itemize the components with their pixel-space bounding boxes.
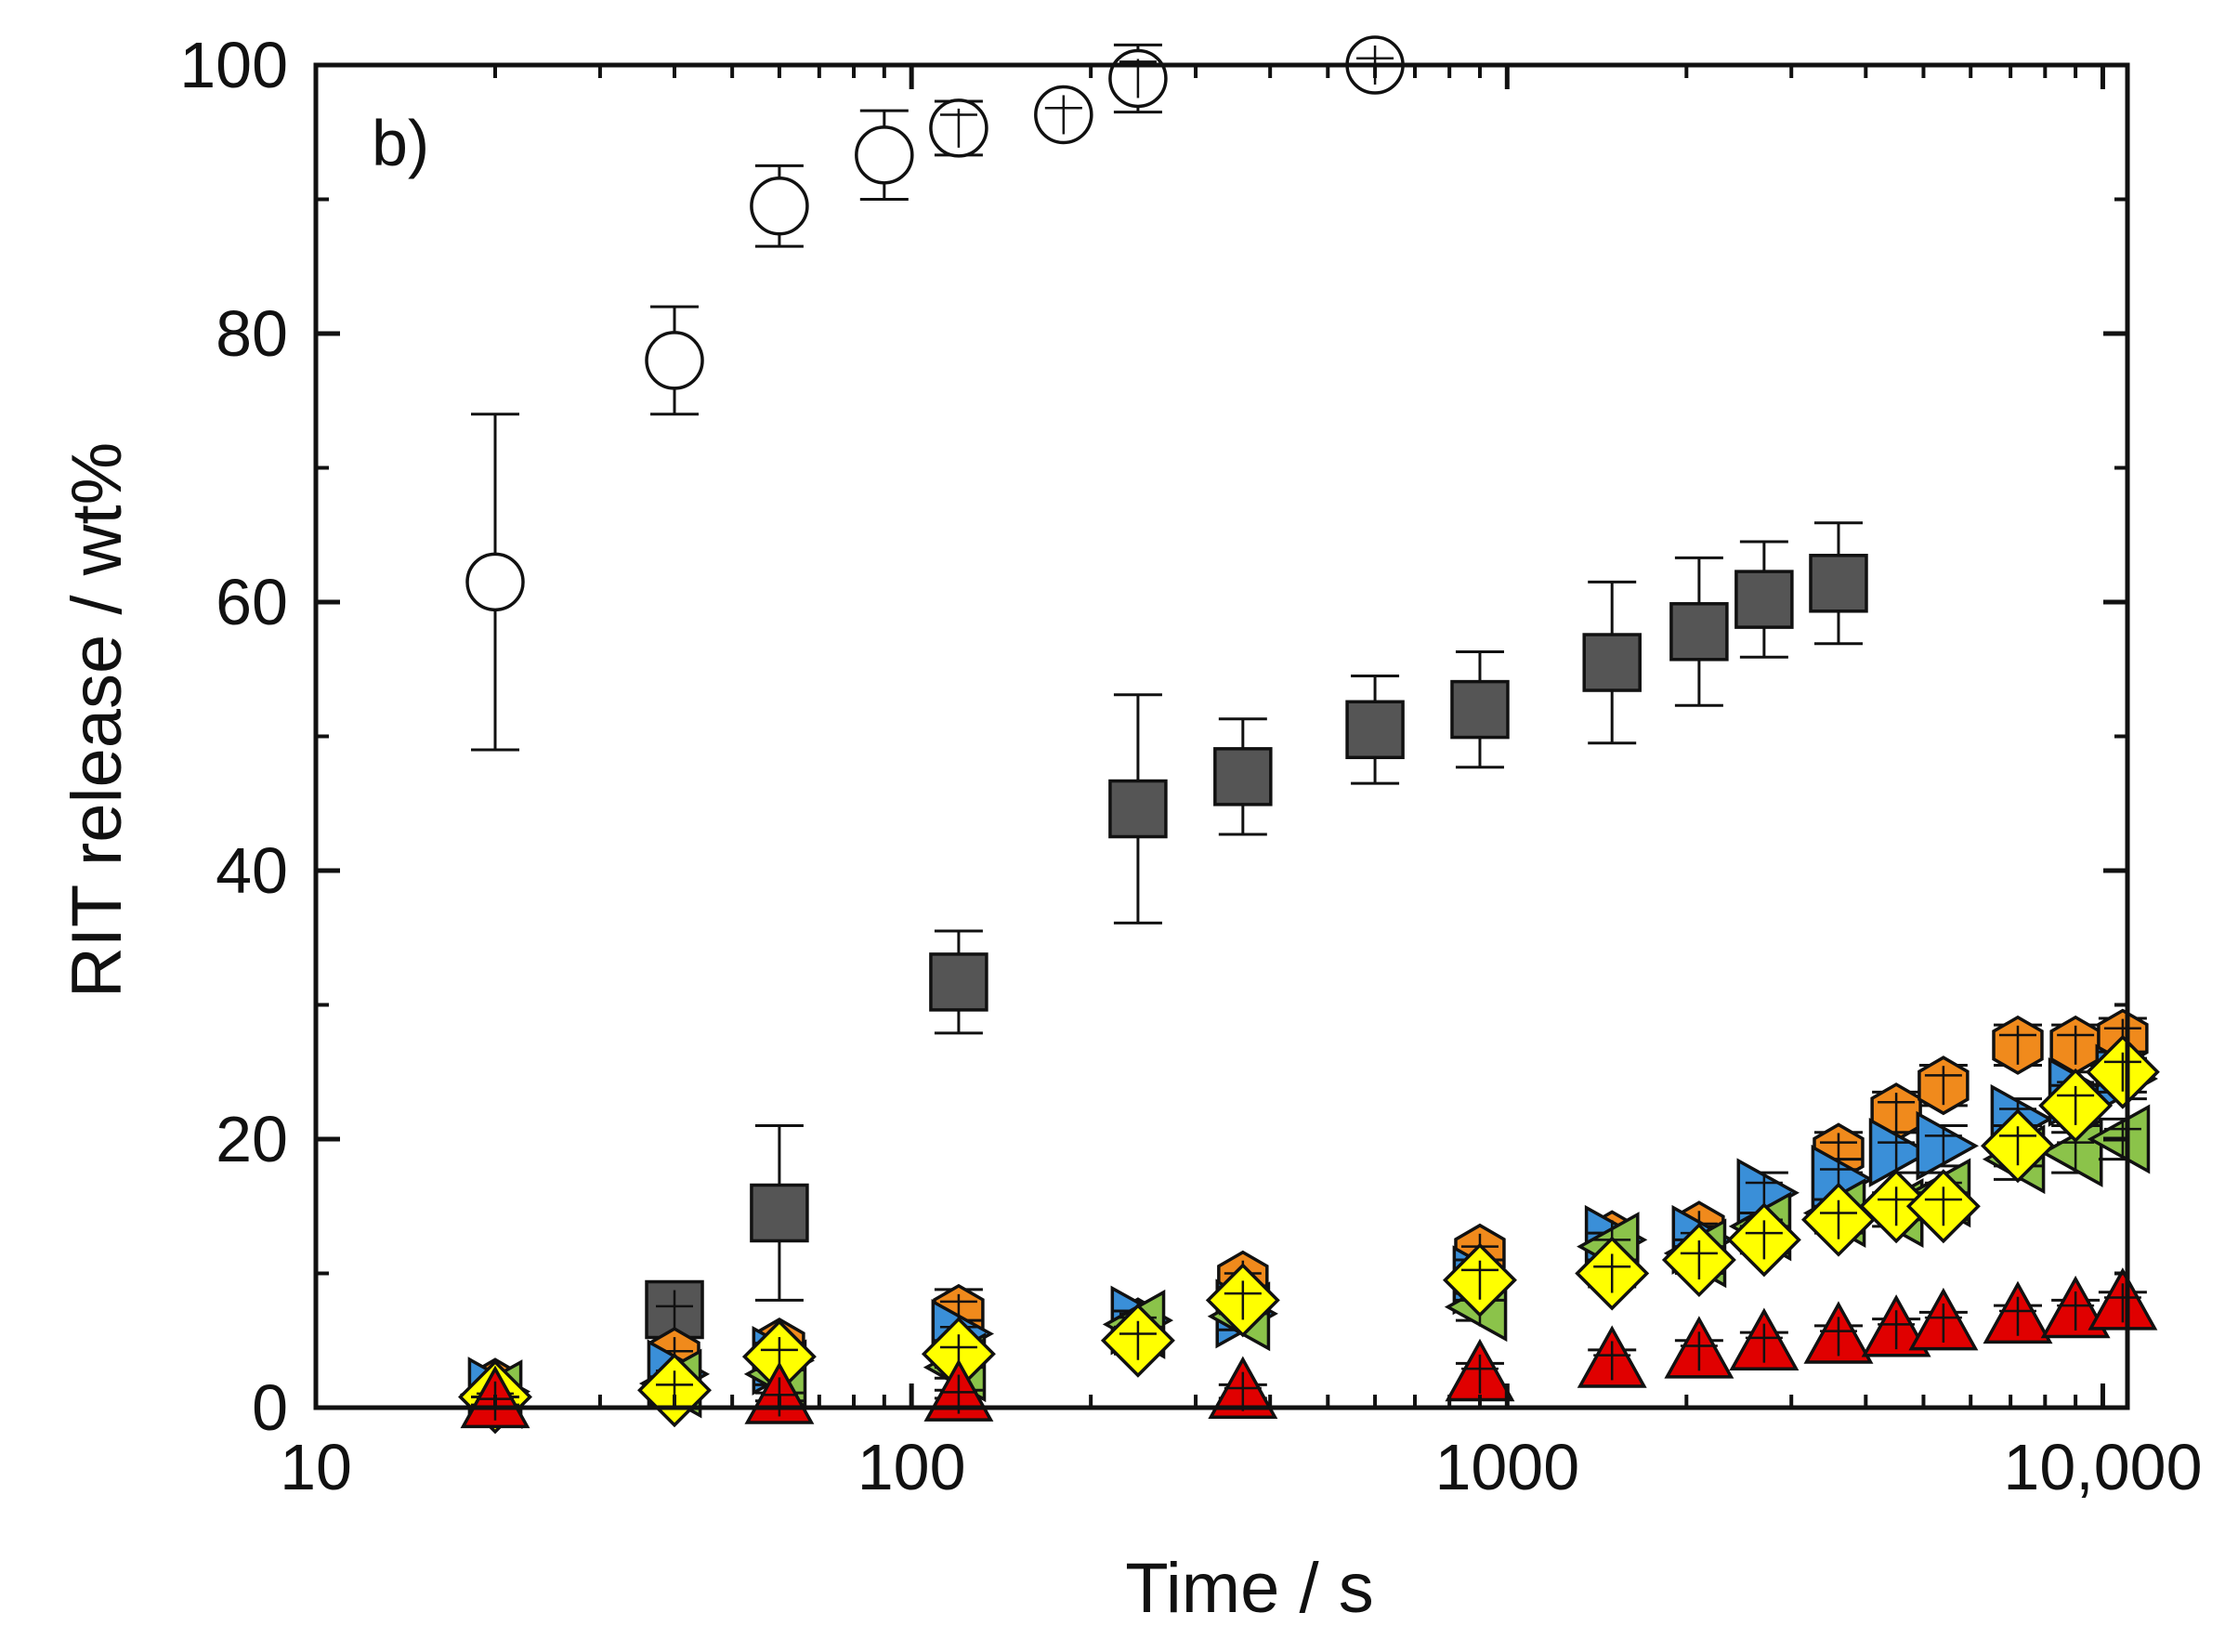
y-axis-title: RIT release / wt% [58, 442, 137, 998]
data-point [750, 1124, 809, 1302]
data-point-marker [750, 176, 809, 236]
data-point [1208, 1356, 1278, 1420]
data-point [2088, 1267, 2158, 1331]
data-point [645, 1279, 704, 1340]
y-tick-label: 20 [216, 1103, 288, 1175]
data-point [1445, 1338, 1515, 1402]
data-point [2038, 1068, 2114, 1143]
data-point-marker [645, 331, 704, 390]
data-point-marker [1108, 779, 1168, 839]
data-point [1213, 717, 1273, 836]
y-tick-label: 80 [216, 297, 288, 370]
data-point [1803, 1301, 1874, 1364]
data-point [1582, 580, 1642, 745]
data-point-marker [1916, 1110, 1979, 1181]
series-open-circles [465, 35, 1405, 752]
data-point [855, 109, 914, 201]
data-point-marker [465, 552, 525, 612]
panel-label: b) [372, 107, 429, 179]
data-point-marker [1213, 747, 1273, 806]
data-point [1992, 1015, 2044, 1075]
y-tick-label: 100 [179, 29, 288, 101]
data-point [1575, 1236, 1650, 1311]
series-red-triangles [460, 1267, 2158, 1429]
data-point-marker [1450, 679, 1510, 740]
data-point [465, 413, 525, 752]
data-point [1917, 1055, 1970, 1116]
data-point [1729, 1307, 1800, 1370]
data-point [1726, 1202, 1801, 1278]
data-point [741, 1319, 817, 1395]
data-point [1905, 1169, 1981, 1244]
y-tick-label: 0 [252, 1371, 288, 1444]
data-point [2049, 1015, 2101, 1075]
y-tick-label: 40 [216, 834, 288, 907]
data-point-marker [1345, 700, 1405, 760]
data-point-marker [1582, 633, 1642, 692]
x-axis-title: Time / s [1125, 1549, 1373, 1628]
data-point [2040, 1275, 2111, 1339]
data-point-marker [750, 1183, 809, 1243]
data-point [1345, 674, 1405, 785]
data-point-marker [1868, 1117, 1932, 1187]
data-point [1108, 43, 1168, 114]
data-point [1442, 1242, 1517, 1318]
data-point [1034, 85, 1093, 145]
data-point-marker [1809, 554, 1868, 613]
x-tick-label: 10 [280, 1431, 352, 1503]
y-tick-label: 60 [216, 566, 288, 638]
data-point [1916, 1110, 1979, 1181]
data-point [1861, 1294, 1931, 1357]
data-point [929, 98, 988, 158]
data-point [1661, 1223, 1736, 1298]
data-point [1981, 1108, 2055, 1184]
data-point [1664, 1316, 1734, 1379]
series-gray-squares [645, 521, 1868, 1340]
data-point [1868, 1117, 1932, 1187]
data-point [929, 929, 988, 1035]
data-point [645, 305, 704, 416]
data-point-marker [855, 125, 914, 185]
data-point-marker [929, 952, 988, 1012]
data-point [1205, 1263, 1280, 1338]
x-tick-label: 100 [857, 1431, 966, 1503]
data-point [1908, 1287, 1979, 1351]
x-tick-label: 10,000 [2003, 1431, 2202, 1503]
data-point [1669, 556, 1729, 707]
data-point [1983, 1280, 2053, 1344]
data-point [1734, 540, 1794, 659]
data-point [750, 164, 809, 248]
data-point [1577, 1325, 1647, 1388]
x-tick-label: 1000 [1434, 1431, 1579, 1503]
series-yellow-diamonds [458, 1034, 2160, 1435]
data-point [1108, 693, 1168, 924]
data-point [1450, 649, 1510, 769]
data-point [2085, 1034, 2160, 1109]
data-point [1809, 521, 1868, 646]
data-point-marker [1734, 570, 1794, 629]
data-point-marker [1669, 602, 1729, 662]
data-point [1100, 1303, 1175, 1378]
